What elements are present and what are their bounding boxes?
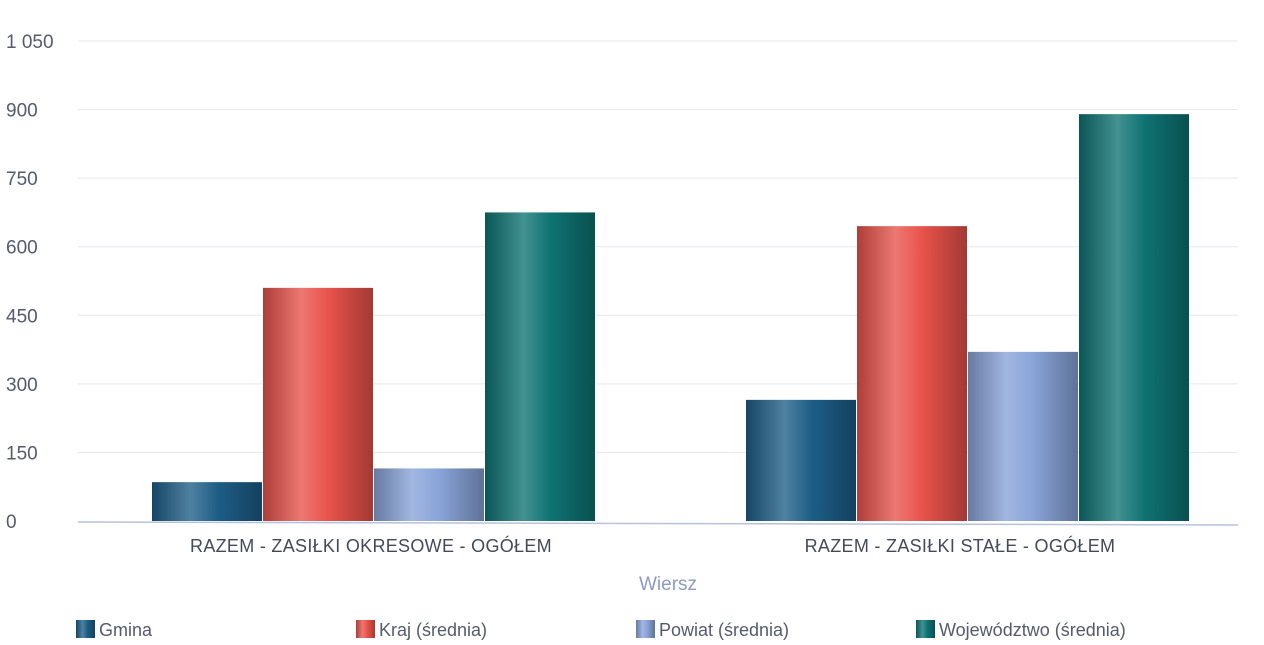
x-axis-title: Wiersz (639, 574, 697, 595)
legend-swatch (76, 620, 95, 638)
bar-powiat-rednia (374, 468, 484, 521)
legend-item: Kraj (średnia) (356, 620, 487, 640)
x-axis-categories: RAZEM - ZASIŁKI OKRESOWE - OGÓŁEM RAZEM -… (190, 535, 1115, 556)
y-tick-label: 600 (6, 238, 38, 259)
legend: Gmina Kraj (średnia) Powiat (średnia) Wojew… (76, 620, 1126, 640)
x-axis-line (77, 521, 1239, 526)
legend-item: Gmina (76, 620, 153, 640)
y-tick-label: 450 (6, 306, 38, 327)
legend-label: Kraj (średnia) (379, 620, 487, 640)
legend-swatch (356, 620, 375, 638)
bars (152, 114, 1189, 522)
legend-label: Województwo (średnia) (939, 620, 1126, 640)
x-category-label: RAZEM - ZASIŁKI OKRESOWE - OGÓŁEM (190, 535, 552, 556)
y-tick-label: 750 (6, 169, 38, 190)
legend-item: Województwo (średnia) (916, 620, 1126, 640)
bar-gmina (152, 482, 262, 521)
bar-wojew-dztwo-rednia (1079, 114, 1189, 522)
legend-item: Powiat (średnia) (636, 620, 789, 640)
y-tick-label: 1 050 (6, 32, 54, 53)
legend-swatch (916, 620, 935, 638)
x-category-label: RAZEM - ZASIŁKI STAŁE - OGÓŁEM (805, 535, 1116, 556)
y-tick-label: 900 (6, 101, 38, 122)
y-axis-ticks: 0 150 300 450 600 750 900 1 050 (6, 32, 54, 533)
legend-label: Gmina (99, 620, 153, 640)
bar-kraj-rednia (857, 226, 967, 521)
bar-wojew-dztwo-rednia (485, 212, 595, 521)
y-tick-label: 150 (6, 443, 38, 464)
bar-kraj-rednia (263, 287, 373, 521)
legend-swatch (636, 620, 655, 638)
bar-powiat-rednia (968, 351, 1078, 521)
y-tick-label: 0 (6, 512, 17, 533)
y-tick-label: 300 (6, 375, 38, 396)
bar-gmina (746, 399, 856, 521)
legend-label: Powiat (średnia) (659, 620, 789, 640)
